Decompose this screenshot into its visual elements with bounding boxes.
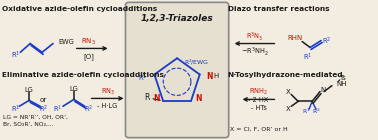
Text: N: N — [206, 72, 213, 81]
Text: $\mathsf{R^1}$: $\mathsf{R^1}$ — [53, 104, 63, 115]
Text: H: H — [213, 74, 218, 80]
Text: N-Tosylhydrazone-mediated: N-Tosylhydrazone-mediated — [228, 72, 343, 78]
Text: EWG: EWG — [58, 39, 74, 45]
Text: Ts: Ts — [339, 75, 346, 81]
Text: $\mathsf{RN_3}$: $\mathsf{RN_3}$ — [81, 37, 96, 47]
Text: RHN: RHN — [288, 35, 303, 41]
Text: N: N — [153, 94, 160, 103]
Text: - HTs: - HTs — [251, 105, 266, 111]
Text: 1,2,3-Triazoles: 1,2,3-Triazoles — [141, 14, 214, 23]
Text: Oxidative azide-olefin cycloadditions: Oxidative azide-olefin cycloadditions — [2, 6, 158, 12]
Text: X: X — [286, 89, 291, 95]
Text: $\mathsf{R^1}$: $\mathsf{R^1}$ — [302, 107, 310, 116]
Text: - H·LG: - H·LG — [98, 103, 118, 109]
Text: X: X — [286, 106, 291, 112]
FancyBboxPatch shape — [125, 2, 229, 138]
Text: X = Cl, F, OR’ or H: X = Cl, F, OR’ or H — [230, 127, 287, 132]
Text: $\mathsf{R^2}$: $\mathsf{R^2}$ — [84, 104, 93, 115]
Text: $\mathsf{R^1}$: $\mathsf{R^1}$ — [11, 50, 21, 61]
Text: or: or — [39, 97, 47, 103]
Text: NH: NH — [336, 81, 346, 87]
Text: R: R — [144, 93, 150, 102]
Text: Eliminative azide-olefin cycloadditions: Eliminative azide-olefin cycloadditions — [2, 72, 164, 78]
Text: LG = NR’R’’, OH, OR’,: LG = NR’R’’, OH, OR’, — [3, 115, 68, 120]
Text: $\mathsf{R^1}$: $\mathsf{R^1}$ — [138, 73, 147, 84]
Text: - 2 HX: - 2 HX — [248, 97, 269, 103]
Text: Br, SO₂R’, NO₂,...: Br, SO₂R’, NO₂,... — [3, 122, 54, 127]
Text: N: N — [195, 94, 201, 103]
Text: $\mathsf{R^2}$: $\mathsf{R^2}$ — [312, 107, 321, 116]
Text: $\mathsf{R^3N_3}$: $\mathsf{R^3N_3}$ — [246, 30, 263, 43]
Text: $\mathsf{R^2\!/EWG}$: $\mathsf{R^2\!/EWG}$ — [184, 58, 209, 67]
Text: $\mathsf{RNH_2}$: $\mathsf{RNH_2}$ — [249, 87, 268, 97]
Text: LG: LG — [70, 86, 78, 92]
Text: $\mathsf{RN_3}$: $\mathsf{RN_3}$ — [101, 87, 115, 97]
Text: $\mathsf{R^2}$: $\mathsf{R^2}$ — [322, 36, 332, 47]
Text: [O]: [O] — [83, 53, 94, 60]
Text: $- \mathsf{R^3NH_2}$: $- \mathsf{R^3NH_2}$ — [240, 45, 268, 58]
Text: $\mathsf{R^2}$: $\mathsf{R^2}$ — [39, 104, 49, 115]
Text: LG: LG — [25, 87, 34, 93]
Text: $\mathsf{R^1}$: $\mathsf{R^1}$ — [302, 52, 312, 63]
Text: N: N — [321, 87, 325, 93]
Text: $\mathsf{R^1}$: $\mathsf{R^1}$ — [11, 104, 20, 115]
Text: Diazo transfer reactions: Diazo transfer reactions — [228, 6, 329, 12]
